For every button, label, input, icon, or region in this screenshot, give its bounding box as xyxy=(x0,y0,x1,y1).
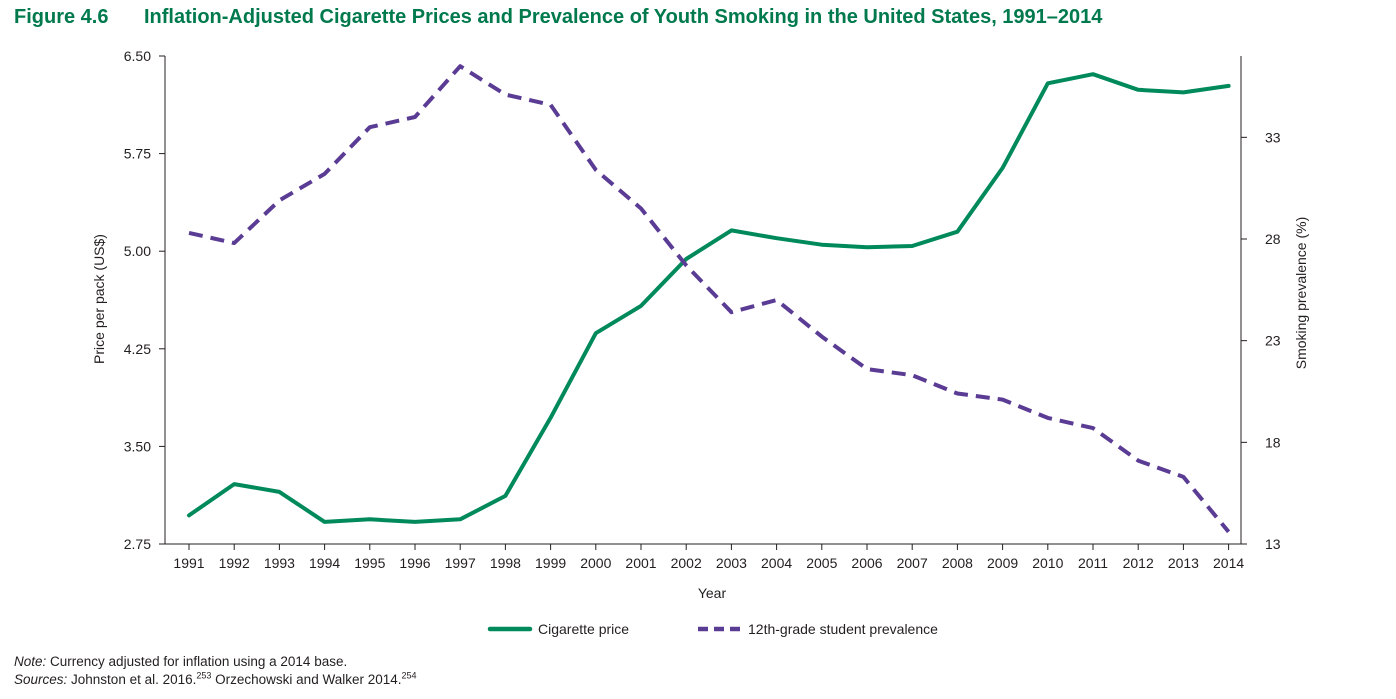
legend-label-cigarette-price: Cigarette price xyxy=(538,621,629,637)
chart-legend: Cigarette price 12th-grade student preva… xyxy=(487,621,938,637)
y-left-tick-label: 5.00 xyxy=(124,243,151,259)
chart-series xyxy=(187,64,1231,534)
x-tick-label: 2000 xyxy=(580,555,611,571)
x-tick-label: 1995 xyxy=(354,555,385,571)
x-tick-label: 1997 xyxy=(445,555,476,571)
x-tick-label: 2002 xyxy=(671,555,702,571)
series-line-prevalence xyxy=(188,64,1231,534)
figure-number: Figure 4.6 xyxy=(14,6,109,28)
x-tick-label: 2007 xyxy=(897,555,928,571)
y-right-tick-label: 23 xyxy=(1265,333,1281,349)
source-1-ref: 253 xyxy=(196,670,212,681)
sources-line: Sources: Johnston et al. 2016.253 Orzech… xyxy=(14,671,417,689)
x-tick-label: 2003 xyxy=(716,555,747,571)
y-right-tick-label: 33 xyxy=(1265,129,1281,145)
x-tick-label: 2008 xyxy=(942,555,973,571)
chart-axes: 6.50 5.75 5.00 4.25 3.50 2.75 33 28 23 18 13 1991 19… xyxy=(124,48,1281,571)
source-2: Orzechowski and Walker 2014. xyxy=(211,672,402,687)
y-left-tick-label: 6.50 xyxy=(124,48,151,64)
series-line-cigarette-price xyxy=(187,72,1231,524)
x-axis-label: Year xyxy=(698,585,727,601)
line-chart: 6.50 5.75 5.00 4.25 3.50 2.75 33 28 23 18 13 1991 19… xyxy=(91,48,1309,637)
x-tick-label: 1992 xyxy=(219,555,250,571)
x-tick-label: 1994 xyxy=(309,555,340,571)
sources-label: Sources: xyxy=(14,672,68,687)
x-tick-label: 2011 xyxy=(1078,555,1108,571)
figure-notes: Note: Currency adjusted for inflation us… xyxy=(14,653,417,689)
y-left-tick-label: 3.50 xyxy=(124,438,151,454)
x-tick-label: 2009 xyxy=(987,555,1018,571)
x-tick-label: 2001 xyxy=(625,555,656,571)
x-tick-label: 2013 xyxy=(1168,555,1199,571)
source-1: Johnston et al. 2016. xyxy=(67,672,197,687)
source-2-ref: 254 xyxy=(401,670,417,681)
x-tick-label: 1996 xyxy=(399,555,430,571)
y-left-tick-label: 5.75 xyxy=(124,146,151,162)
y-left-tick-label: 2.75 xyxy=(124,536,151,552)
note-line: Note: Currency adjusted for inflation us… xyxy=(14,653,417,671)
y-right-tick-label: 28 xyxy=(1265,231,1281,247)
x-tick-label: 2005 xyxy=(806,555,837,571)
note-text: Currency adjusted for inflation using a … xyxy=(46,654,348,669)
y-left-tick-label: 4.25 xyxy=(124,341,151,357)
y-axis-right-label: Smoking prevalence (%) xyxy=(1293,217,1309,370)
x-tick-label: 2010 xyxy=(1032,555,1063,571)
x-tick-label: 1993 xyxy=(264,555,295,571)
x-tick-label: 2014 xyxy=(1213,555,1244,571)
x-tick-label: 2004 xyxy=(761,555,792,571)
x-tick-label: 1999 xyxy=(535,555,566,571)
note-label: Note: xyxy=(14,654,47,669)
figure-title: Inflation-Adjusted Cigarette Prices and … xyxy=(144,6,1103,28)
x-tick-label: 2012 xyxy=(1123,555,1154,571)
legend-label-prevalence: 12th-grade student prevalence xyxy=(748,621,938,637)
figure-header: Figure 4.6 Inflation-Adjusted Cigarette … xyxy=(14,6,1102,36)
x-tick-label: 2006 xyxy=(851,555,882,571)
y-right-tick-label: 13 xyxy=(1265,536,1281,552)
y-right-tick-label: 18 xyxy=(1265,434,1281,450)
x-tick-label: 1991 xyxy=(173,555,204,571)
y-axis-left-label: Price per pack (US$) xyxy=(91,234,107,364)
x-tick-label: 1998 xyxy=(490,555,521,571)
